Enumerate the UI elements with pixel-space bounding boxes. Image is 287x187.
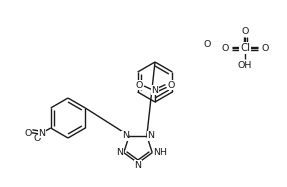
Text: O: O — [221, 44, 229, 53]
Text: NH: NH — [153, 148, 167, 157]
Text: N: N — [38, 128, 46, 137]
Text: O: O — [24, 129, 32, 138]
Text: O: O — [135, 80, 143, 90]
Text: Cl: Cl — [240, 43, 250, 53]
Text: N: N — [122, 131, 129, 140]
Text: O: O — [241, 27, 249, 36]
Text: O: O — [261, 44, 269, 53]
Text: O: O — [167, 80, 175, 90]
Text: N: N — [152, 85, 158, 94]
Text: OH: OH — [238, 61, 252, 70]
Text: N: N — [135, 160, 141, 169]
Text: O: O — [203, 39, 211, 48]
Text: N: N — [116, 148, 123, 157]
Text: O: O — [33, 134, 41, 143]
Text: N: N — [147, 131, 154, 140]
